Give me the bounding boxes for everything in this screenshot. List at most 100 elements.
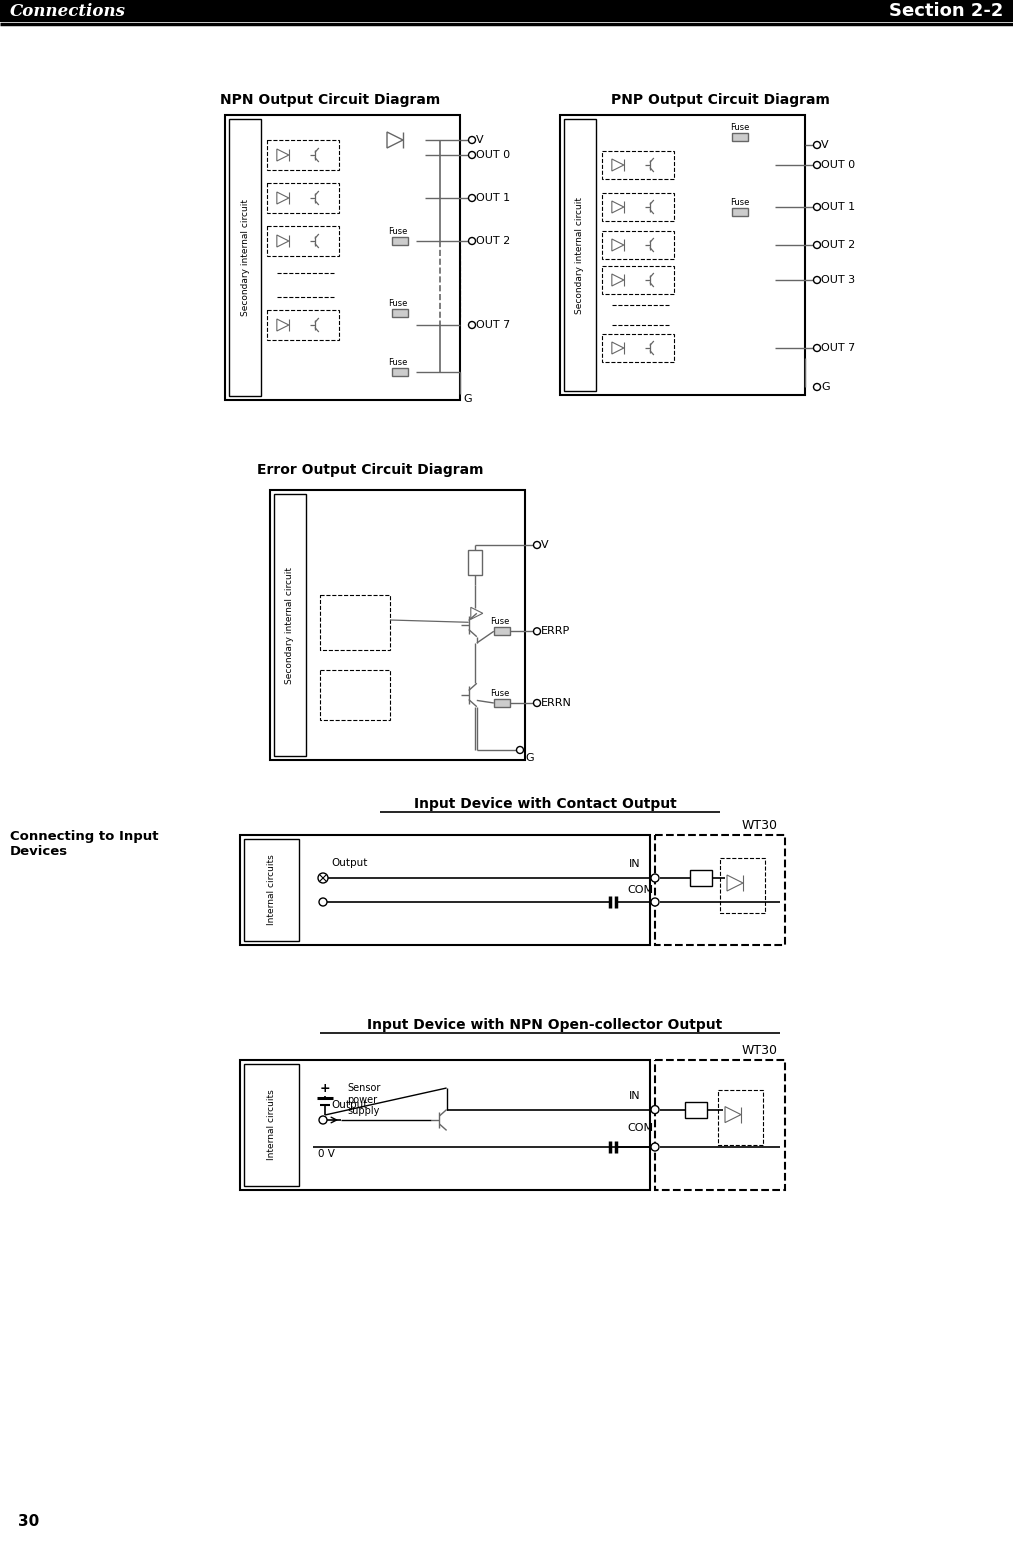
- Bar: [602, 231, 674, 259]
- Text: Fuse: Fuse: [730, 197, 750, 206]
- Text: G: G: [463, 394, 472, 404]
- Bar: [560, 116, 805, 394]
- Bar: [718, 1089, 763, 1145]
- Bar: [244, 838, 299, 942]
- Bar: [274, 495, 306, 757]
- Text: Section 2-2: Section 2-2: [888, 2, 1003, 20]
- Bar: [267, 140, 339, 170]
- Text: Sensor
power
supply: Sensor power supply: [347, 1083, 380, 1116]
- Text: V: V: [821, 140, 829, 149]
- Circle shape: [534, 541, 541, 549]
- Circle shape: [813, 384, 821, 390]
- Circle shape: [534, 700, 541, 706]
- Circle shape: [319, 898, 327, 906]
- Text: Input Device with NPN Open-collector Output: Input Device with NPN Open-collector Out…: [368, 1019, 722, 1032]
- Text: Internal circuits: Internal circuits: [267, 1089, 276, 1160]
- Text: WT30: WT30: [742, 1043, 778, 1057]
- Text: Secondary internal circuit: Secondary internal circuit: [575, 197, 585, 313]
- Bar: [468, 550, 482, 575]
- Circle shape: [813, 242, 821, 248]
- Bar: [655, 1060, 785, 1190]
- Bar: [392, 310, 408, 317]
- Text: IN: IN: [629, 1091, 641, 1100]
- Text: G: G: [821, 382, 830, 391]
- Text: G: G: [525, 754, 534, 763]
- Text: 30: 30: [18, 1515, 40, 1530]
- Bar: [564, 119, 596, 391]
- Text: Error Output Circuit Diagram: Error Output Circuit Diagram: [256, 462, 483, 478]
- Text: PNP Output Circuit Diagram: PNP Output Circuit Diagram: [611, 92, 830, 106]
- Bar: [493, 700, 510, 707]
- Text: OUT 7: OUT 7: [476, 321, 511, 330]
- Circle shape: [468, 151, 475, 159]
- Text: OUT 1: OUT 1: [476, 193, 511, 203]
- Circle shape: [534, 627, 541, 635]
- Bar: [244, 1063, 299, 1187]
- Circle shape: [517, 746, 524, 754]
- Bar: [602, 193, 674, 220]
- Text: ERRP: ERRP: [541, 626, 570, 636]
- Circle shape: [651, 1105, 659, 1114]
- Text: 0 V: 0 V: [318, 1150, 335, 1159]
- Text: Input Device with Contact Output: Input Device with Contact Output: [413, 797, 677, 811]
- Circle shape: [813, 142, 821, 148]
- Text: Fuse: Fuse: [490, 616, 510, 626]
- Text: OUT 7: OUT 7: [821, 344, 855, 353]
- Circle shape: [468, 322, 475, 328]
- Text: V: V: [541, 539, 549, 550]
- Text: Connections: Connections: [10, 3, 126, 20]
- Circle shape: [813, 203, 821, 211]
- Bar: [655, 835, 785, 945]
- Circle shape: [813, 345, 821, 351]
- Text: COM: COM: [627, 1123, 653, 1133]
- Text: Output: Output: [331, 1100, 368, 1110]
- Bar: [732, 133, 748, 140]
- Text: OUT 0: OUT 0: [821, 160, 855, 170]
- Text: OUT 3: OUT 3: [821, 274, 855, 285]
- Circle shape: [813, 162, 821, 168]
- Bar: [392, 237, 408, 245]
- Text: NPN Output Circuit Diagram: NPN Output Circuit Diagram: [220, 92, 440, 106]
- Text: Fuse: Fuse: [730, 122, 750, 131]
- Text: V: V: [476, 136, 483, 145]
- Bar: [392, 368, 408, 376]
- Circle shape: [651, 898, 659, 906]
- Circle shape: [468, 137, 475, 143]
- Text: Secondary internal circuit: Secondary internal circuit: [286, 567, 295, 684]
- Bar: [267, 310, 339, 341]
- Circle shape: [468, 237, 475, 245]
- Bar: [690, 871, 712, 886]
- Text: Fuse: Fuse: [388, 299, 407, 308]
- Bar: [320, 670, 390, 720]
- Bar: [267, 183, 339, 213]
- Text: COM: COM: [627, 885, 653, 895]
- Bar: [320, 595, 390, 650]
- Text: Secondary internal circuit: Secondary internal circuit: [240, 199, 249, 316]
- Text: IN: IN: [629, 858, 641, 869]
- Text: +: +: [320, 1082, 330, 1094]
- Text: OUT 0: OUT 0: [476, 149, 511, 160]
- Text: OUT 2: OUT 2: [821, 240, 855, 250]
- Text: Fuse: Fuse: [388, 227, 407, 236]
- Bar: [602, 267, 674, 294]
- Text: Fuse: Fuse: [388, 358, 407, 367]
- Bar: [225, 116, 460, 401]
- Circle shape: [318, 874, 328, 883]
- Circle shape: [651, 1143, 659, 1151]
- Bar: [0, 0, 1013, 22]
- Text: Connecting to Input
Devices: Connecting to Input Devices: [10, 831, 158, 858]
- Bar: [685, 1102, 707, 1117]
- Text: ERRN: ERRN: [541, 698, 572, 707]
- Text: Internal circuits: Internal circuits: [267, 855, 276, 926]
- Bar: [270, 490, 525, 760]
- Bar: [240, 835, 650, 945]
- Text: WT30: WT30: [742, 818, 778, 832]
- Circle shape: [319, 1116, 327, 1123]
- Bar: [720, 858, 765, 912]
- Bar: [229, 119, 261, 396]
- Circle shape: [813, 276, 821, 284]
- Bar: [493, 627, 510, 635]
- Bar: [602, 151, 674, 179]
- Bar: [240, 1060, 650, 1190]
- Circle shape: [651, 874, 659, 881]
